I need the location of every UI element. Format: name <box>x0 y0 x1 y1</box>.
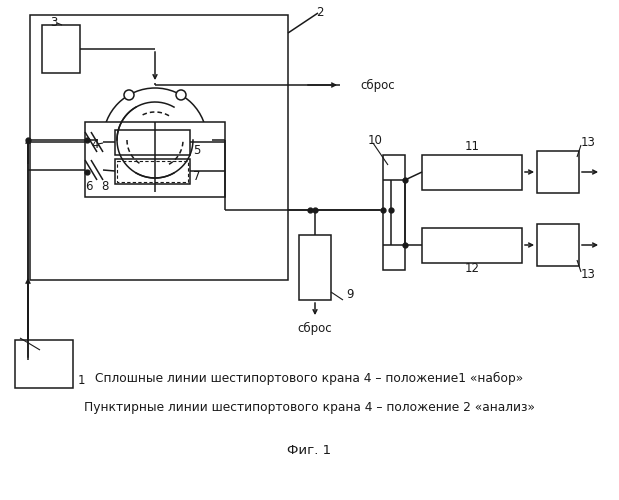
Bar <box>422 155 522 190</box>
Bar <box>42 25 80 73</box>
Circle shape <box>103 88 207 192</box>
Circle shape <box>176 180 186 190</box>
Text: сброс: сброс <box>360 78 395 92</box>
Bar <box>115 130 190 155</box>
Bar <box>115 159 190 184</box>
Text: сброс: сброс <box>298 322 332 334</box>
Text: 13: 13 <box>581 268 596 280</box>
Text: 10: 10 <box>368 134 383 146</box>
Bar <box>30 15 288 280</box>
Circle shape <box>124 180 134 190</box>
Text: 1: 1 <box>78 374 85 386</box>
Bar <box>117 161 188 182</box>
Text: 5: 5 <box>193 144 201 156</box>
Circle shape <box>176 90 186 100</box>
Text: 11: 11 <box>464 140 480 153</box>
Text: Сплошные линии шестипортового крана 4 – положение1 «набор»: Сплошные линии шестипортового крана 4 – … <box>95 372 523 384</box>
Text: 3: 3 <box>50 16 58 28</box>
Bar <box>422 228 522 263</box>
Bar <box>383 155 405 270</box>
Circle shape <box>202 135 212 145</box>
Text: Пунктирные линии шестипортового крана 4 – положение 2 «анализ»: Пунктирные линии шестипортового крана 4 … <box>84 402 534 414</box>
Text: 6: 6 <box>85 180 93 194</box>
Circle shape <box>98 135 108 145</box>
Text: 13: 13 <box>581 136 596 149</box>
Bar <box>537 224 579 266</box>
Text: 7: 7 <box>193 170 201 183</box>
Text: 2: 2 <box>316 6 324 18</box>
Text: 4: 4 <box>91 138 99 151</box>
Bar <box>537 151 579 193</box>
Circle shape <box>124 90 134 100</box>
Bar <box>85 122 225 197</box>
Bar <box>299 235 331 300</box>
Text: Фиг. 1: Фиг. 1 <box>287 444 331 456</box>
Text: 9: 9 <box>346 288 353 302</box>
Text: 12: 12 <box>464 262 480 276</box>
Text: 8: 8 <box>102 180 109 194</box>
Bar <box>15 340 73 388</box>
